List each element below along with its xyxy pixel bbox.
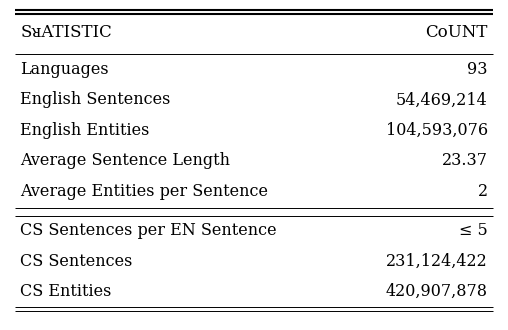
Text: 23.37: 23.37 xyxy=(441,152,488,169)
Text: ≤ 5: ≤ 5 xyxy=(459,222,488,239)
Text: 104,593,076: 104,593,076 xyxy=(386,122,488,139)
Text: CS Sentences per EN Sentence: CS Sentences per EN Sentence xyxy=(20,222,277,239)
Text: 2: 2 xyxy=(478,182,488,200)
Text: 54,469,214: 54,469,214 xyxy=(396,91,488,109)
Text: 420,907,878: 420,907,878 xyxy=(386,283,488,300)
Text: 231,124,422: 231,124,422 xyxy=(386,253,488,270)
Text: Average Sentence Length: Average Sentence Length xyxy=(20,152,230,169)
Text: CᴏUNT: CᴏUNT xyxy=(425,24,488,41)
Text: CS Entities: CS Entities xyxy=(20,283,112,300)
Text: Average Entities per Sentence: Average Entities per Sentence xyxy=(20,182,268,200)
Text: CS Sentences: CS Sentences xyxy=(20,253,133,270)
Text: English Sentences: English Sentences xyxy=(20,91,171,109)
Text: English Entities: English Entities xyxy=(20,122,150,139)
Text: 93: 93 xyxy=(467,61,488,78)
Text: Languages: Languages xyxy=(20,61,109,78)
Text: SᴚATISTIC: SᴚATISTIC xyxy=(20,24,112,41)
